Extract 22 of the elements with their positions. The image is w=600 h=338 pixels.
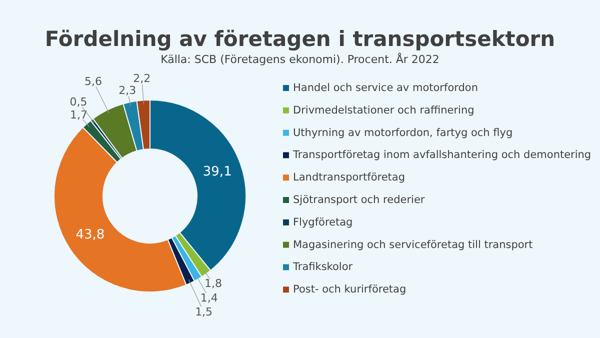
legend-label: Drivmedelstationer och raffinering xyxy=(293,104,474,116)
legend-label: Flygföretag xyxy=(293,216,353,228)
data-label: 1,5 xyxy=(195,306,213,319)
data-label: 1,7 xyxy=(70,108,88,122)
legend-label: Magasinering och serviceföretag till transport xyxy=(293,238,533,251)
data-label: 2,3 xyxy=(118,84,136,97)
data-label: 2,2 xyxy=(133,72,151,85)
data-label: 0,5 xyxy=(70,96,88,109)
data-label: 43,8 xyxy=(76,228,105,243)
legend-label: Handel och service av motorfordon xyxy=(293,82,478,94)
chart-subtitle: Källa: SCB (Företagens ekonomi). Procent. År 2022 xyxy=(160,52,440,66)
legend-label: Transportföretag inom avfallshantering och demontering xyxy=(292,149,592,162)
legend-label: Sjötransport och rederier xyxy=(293,194,426,206)
data-label: 1,8 xyxy=(204,277,222,290)
legend-label: Landtransportföretag xyxy=(293,172,406,184)
data-label: 39,1 xyxy=(202,164,232,180)
legend-label: Post- och kurirföretag xyxy=(293,284,406,296)
chart-title: Fördelning av företagen i transportsektorn xyxy=(44,27,556,51)
legend-label: Trafikskolor xyxy=(292,261,354,274)
data-label: 5,6 xyxy=(84,74,102,88)
data-label: 1,4 xyxy=(200,292,218,305)
legend-label: Uthyrning av motorfordon, fartyg och flyg xyxy=(293,126,513,139)
